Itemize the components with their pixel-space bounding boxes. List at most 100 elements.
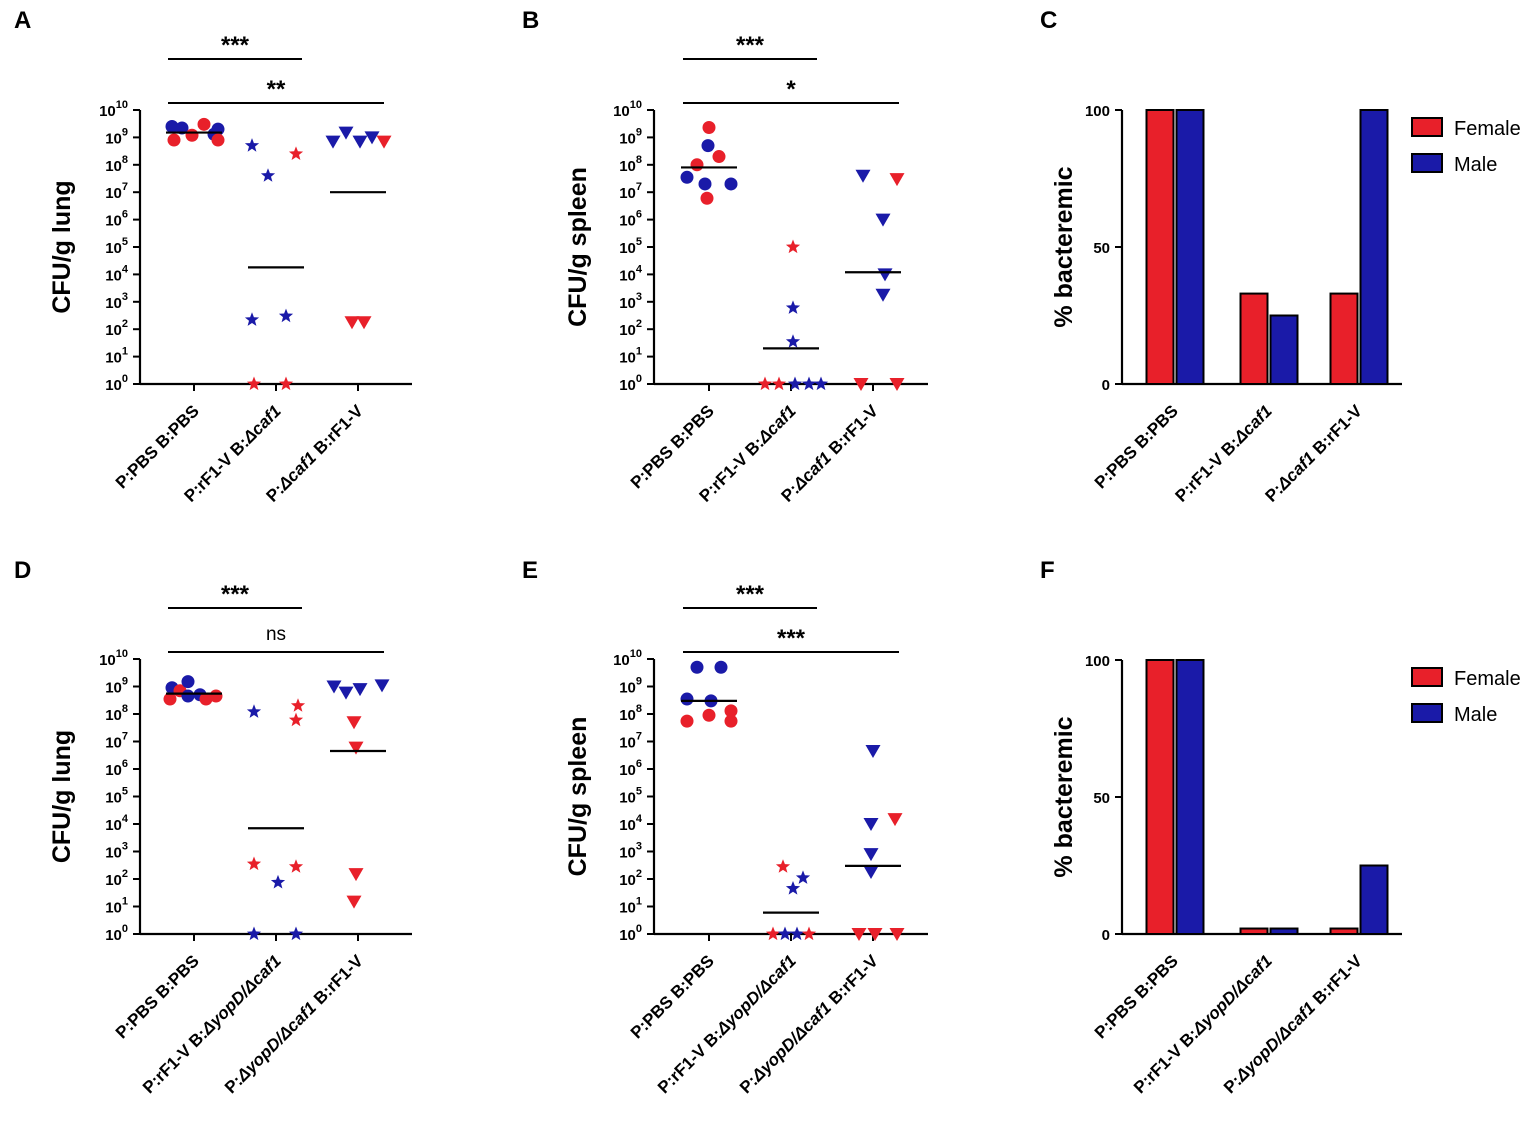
y-tick-label: 107 — [619, 181, 642, 202]
data-point-male — [863, 865, 879, 879]
significance-label: ** — [267, 76, 286, 103]
data-group — [763, 859, 819, 941]
data-point-male — [270, 874, 286, 889]
x-category-label: P:PBS B:PBS — [627, 401, 718, 492]
y-tick-label: 105 — [619, 786, 642, 807]
data-group — [325, 126, 392, 330]
data-group — [163, 675, 223, 706]
data-group — [757, 239, 829, 391]
data-point-female — [209, 689, 223, 703]
category-strain: ΔyopD/Δcaf1 — [712, 951, 800, 1039]
y-tick-label: 105 — [105, 786, 128, 807]
bar-male — [1175, 109, 1205, 385]
category-strain: ΔyopD/Δcaf1 — [1188, 951, 1276, 1039]
y-tick-label: 102 — [105, 868, 128, 889]
data-point-female — [290, 698, 306, 712]
y-tick-label: 103 — [619, 291, 642, 312]
y-tick-label: 0 — [1102, 927, 1110, 944]
panel-letter: E — [522, 557, 538, 584]
category-prefix: P:PBS B:PBS — [627, 401, 718, 492]
data-point-male — [374, 679, 390, 693]
y-tick-label: 50 — [1093, 790, 1110, 807]
category-prefix: P:PBS B:PBS — [627, 951, 718, 1042]
y-tick-label: 105 — [105, 236, 128, 257]
data-point-female — [246, 376, 262, 391]
x-category-label: P:PBS B:PBS — [112, 951, 203, 1042]
category-strain: ΔyopD/Δcaf1 — [747, 998, 835, 1086]
x-category-label: P:ΔyopD/Δcaf1 B:rF1-V — [221, 951, 367, 1097]
category-prefix: P:rF1-V B: — [1171, 434, 1243, 506]
x-category-label: P:PBS B:PBS — [112, 401, 203, 492]
y-tick-label: 1010 — [613, 648, 642, 669]
y-tick-label: 101 — [619, 346, 642, 367]
y-tick-label: 109 — [619, 126, 642, 147]
data-point-female — [712, 150, 726, 164]
significance-label: *** — [777, 625, 806, 652]
y-tick-label: 108 — [619, 703, 642, 724]
legend-label: Female — [1454, 118, 1521, 140]
category-suffix: B:rF1-V — [822, 951, 883, 1012]
data-point-female — [288, 859, 304, 873]
y-tick-label: 100 — [105, 923, 128, 944]
y-tick-label: 101 — [105, 896, 128, 917]
category-strain: Δcaf1 — [754, 401, 800, 447]
category-prefix: P:PBS B:PBS — [1091, 951, 1182, 1042]
x-category-label: P:ΔyopD/Δcaf1 B:rF1-V — [736, 951, 882, 1097]
bar-female — [1239, 927, 1269, 936]
x-category-label: P:rF1-V B:ΔyopD/Δcaf1 — [139, 951, 285, 1097]
significance-label: *** — [736, 32, 765, 59]
y-tick-label: 101 — [105, 346, 128, 367]
bar-female — [1329, 292, 1359, 385]
y-tick-label: 106 — [619, 209, 642, 230]
data-point-male — [795, 870, 811, 884]
data-point-male — [364, 131, 380, 145]
category-prefix: P:PBS B:PBS — [112, 401, 203, 492]
panel-letter: D — [14, 557, 31, 584]
category-suffix: B:rF1-V — [307, 401, 368, 462]
data-point-female — [356, 316, 372, 330]
x-category-label: P:rF1-V B:ΔyopD/Δcaf1 — [654, 951, 800, 1097]
data-group — [326, 679, 390, 909]
data-point-female — [851, 928, 867, 941]
data-point-female — [690, 158, 704, 172]
data-point-male — [714, 660, 728, 674]
y-tick-label: 107 — [105, 181, 128, 202]
data-group — [680, 120, 738, 205]
panel-a: A CFU/g lung 100 101 102 103 104 105 106 107 108 10… — [14, 7, 412, 506]
panel-letter: A — [14, 7, 31, 34]
y-axis-label: CFU/g spleen — [564, 167, 592, 327]
data-point-female — [889, 928, 905, 941]
data-point-female — [348, 868, 364, 882]
data-point-female — [765, 926, 781, 941]
data-point-female — [163, 692, 177, 706]
legend-label: Male — [1454, 154, 1497, 176]
data-point-female — [197, 117, 211, 131]
data-point-female — [288, 146, 304, 160]
y-tick-label: 106 — [105, 209, 128, 230]
data-point-female — [801, 926, 817, 941]
data-point-female — [867, 928, 883, 941]
data-point-female — [346, 895, 362, 909]
data-point-female — [724, 704, 738, 718]
y-tick-label: 1010 — [99, 99, 128, 120]
y-tick-label: 109 — [105, 676, 128, 697]
y-axis-label: CFU/g spleen — [564, 717, 592, 877]
data-point-female — [702, 708, 716, 722]
y-axis-label: % bacteremic — [1050, 166, 1078, 327]
data-point-female — [775, 859, 791, 873]
y-tick-label: 108 — [105, 154, 128, 175]
data-point-male — [875, 213, 891, 227]
y-axis-label: % bacteremic — [1050, 716, 1078, 877]
y-axis-label: CFU/g lung — [48, 180, 76, 313]
legend-swatch — [1411, 153, 1443, 173]
data-point-male — [246, 704, 262, 718]
significance-label: *** — [221, 581, 250, 608]
data-point-male — [181, 689, 195, 703]
data-point-female — [185, 128, 199, 142]
y-tick-label: 102 — [619, 318, 642, 339]
bar-female — [1329, 927, 1359, 936]
bar-female — [1239, 292, 1269, 385]
category-strain: ΔyopD/Δcaf1 — [197, 951, 285, 1039]
bar-male — [1359, 109, 1389, 385]
panel-c: C % bacteremic 0 50 100 Female Male P:PBS B:PBS… — [1040, 7, 1521, 506]
